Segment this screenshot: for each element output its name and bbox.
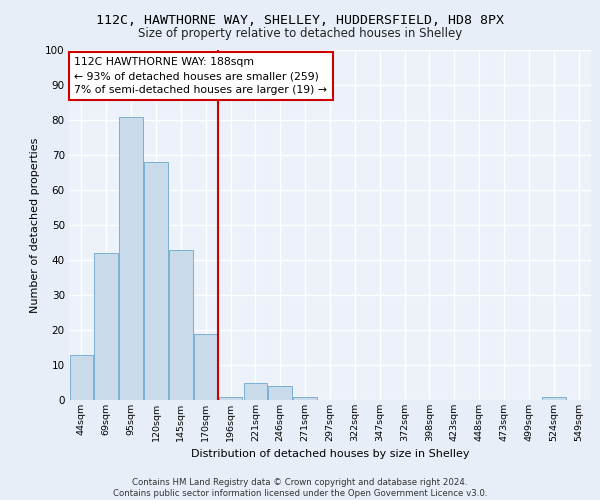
Text: 112C HAWTHORNE WAY: 188sqm
← 93% of detached houses are smaller (259)
7% of semi: 112C HAWTHORNE WAY: 188sqm ← 93% of deta… [74, 57, 327, 95]
Bar [244, 382, 267, 400]
Bar [194, 334, 218, 400]
Bar [70, 354, 93, 400]
Bar [542, 396, 566, 400]
Text: 112C, HAWTHORNE WAY, SHELLEY, HUDDERSFIELD, HD8 8PX: 112C, HAWTHORNE WAY, SHELLEY, HUDDERSFIE… [96, 14, 504, 27]
Bar [94, 253, 118, 400]
Bar [219, 396, 242, 400]
Bar [144, 162, 168, 400]
Text: Size of property relative to detached houses in Shelley: Size of property relative to detached ho… [138, 28, 462, 40]
Y-axis label: Number of detached properties: Number of detached properties [29, 138, 40, 312]
X-axis label: Distribution of detached houses by size in Shelley: Distribution of detached houses by size … [191, 450, 469, 460]
Bar [268, 386, 292, 400]
Bar [119, 116, 143, 400]
Text: Contains HM Land Registry data © Crown copyright and database right 2024.
Contai: Contains HM Land Registry data © Crown c… [113, 478, 487, 498]
Bar [169, 250, 193, 400]
Bar [293, 396, 317, 400]
